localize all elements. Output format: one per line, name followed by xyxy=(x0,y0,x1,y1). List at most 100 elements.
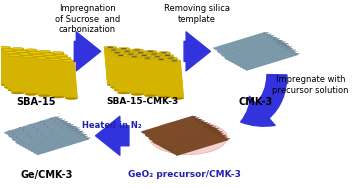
Ellipse shape xyxy=(58,132,60,133)
Ellipse shape xyxy=(77,131,81,132)
Polygon shape xyxy=(164,130,217,146)
Ellipse shape xyxy=(55,54,67,57)
Ellipse shape xyxy=(58,57,71,59)
Ellipse shape xyxy=(19,127,21,128)
Ellipse shape xyxy=(281,42,285,43)
Polygon shape xyxy=(158,53,173,91)
Polygon shape xyxy=(144,117,198,135)
Polygon shape xyxy=(159,128,214,146)
Polygon shape xyxy=(213,32,267,50)
Ellipse shape xyxy=(206,124,210,125)
Polygon shape xyxy=(161,55,164,93)
Ellipse shape xyxy=(210,127,214,128)
Ellipse shape xyxy=(43,143,45,144)
Polygon shape xyxy=(174,138,227,154)
Polygon shape xyxy=(32,55,35,93)
Ellipse shape xyxy=(107,84,120,86)
Ellipse shape xyxy=(202,124,206,125)
Polygon shape xyxy=(48,60,64,98)
Ellipse shape xyxy=(274,39,278,40)
Polygon shape xyxy=(241,51,294,68)
Ellipse shape xyxy=(67,138,69,139)
Polygon shape xyxy=(222,38,277,57)
Ellipse shape xyxy=(11,92,24,94)
Polygon shape xyxy=(164,58,181,97)
Polygon shape xyxy=(28,132,83,150)
Ellipse shape xyxy=(127,90,140,93)
Ellipse shape xyxy=(137,52,144,53)
Polygon shape xyxy=(169,135,222,151)
Polygon shape xyxy=(13,121,67,139)
Ellipse shape xyxy=(168,60,181,62)
Polygon shape xyxy=(161,55,177,94)
Polygon shape xyxy=(12,123,64,140)
Ellipse shape xyxy=(75,131,79,133)
Polygon shape xyxy=(237,46,291,64)
Polygon shape xyxy=(230,45,284,63)
Polygon shape xyxy=(234,45,286,61)
Polygon shape xyxy=(104,47,120,86)
Polygon shape xyxy=(14,123,66,139)
Polygon shape xyxy=(104,47,107,85)
Ellipse shape xyxy=(70,126,75,128)
Polygon shape xyxy=(21,126,75,144)
Ellipse shape xyxy=(219,133,223,135)
Ellipse shape xyxy=(276,40,281,42)
Ellipse shape xyxy=(18,137,20,138)
Ellipse shape xyxy=(28,145,30,146)
Ellipse shape xyxy=(41,142,42,143)
Polygon shape xyxy=(217,36,270,52)
Ellipse shape xyxy=(28,141,30,142)
Polygon shape xyxy=(55,55,58,93)
Polygon shape xyxy=(152,122,205,139)
Ellipse shape xyxy=(20,140,22,141)
Polygon shape xyxy=(23,129,77,147)
Ellipse shape xyxy=(57,134,59,135)
Polygon shape xyxy=(168,133,222,151)
Polygon shape xyxy=(15,51,31,90)
Polygon shape xyxy=(171,135,224,151)
Ellipse shape xyxy=(52,96,64,98)
Polygon shape xyxy=(239,50,291,66)
Ellipse shape xyxy=(68,126,73,128)
Ellipse shape xyxy=(63,135,65,136)
Ellipse shape xyxy=(8,54,21,57)
Ellipse shape xyxy=(22,140,23,141)
Polygon shape xyxy=(244,53,298,71)
Polygon shape xyxy=(51,53,67,91)
Ellipse shape xyxy=(214,128,219,130)
Polygon shape xyxy=(230,41,284,59)
Polygon shape xyxy=(1,50,17,89)
Ellipse shape xyxy=(59,120,63,121)
Ellipse shape xyxy=(32,137,34,138)
Ellipse shape xyxy=(222,135,226,136)
Text: GeO₂ precursor/CMK-3: GeO₂ precursor/CMK-3 xyxy=(129,170,241,180)
Ellipse shape xyxy=(53,138,55,139)
Polygon shape xyxy=(164,58,168,96)
Ellipse shape xyxy=(32,54,44,57)
Polygon shape xyxy=(167,131,222,149)
Polygon shape xyxy=(148,122,203,140)
Polygon shape xyxy=(144,118,197,134)
Polygon shape xyxy=(10,120,62,136)
Ellipse shape xyxy=(41,143,43,144)
Polygon shape xyxy=(144,51,160,90)
Ellipse shape xyxy=(30,137,32,138)
Polygon shape xyxy=(157,127,211,145)
Ellipse shape xyxy=(278,40,283,42)
Ellipse shape xyxy=(74,132,75,133)
Polygon shape xyxy=(230,42,283,58)
Polygon shape xyxy=(234,46,289,64)
Ellipse shape xyxy=(22,129,24,130)
Ellipse shape xyxy=(131,56,137,57)
Ellipse shape xyxy=(197,119,202,121)
Polygon shape xyxy=(35,58,51,97)
Ellipse shape xyxy=(15,50,27,53)
Polygon shape xyxy=(117,49,133,87)
Polygon shape xyxy=(144,51,147,89)
Ellipse shape xyxy=(62,60,75,62)
Ellipse shape xyxy=(42,134,44,135)
Ellipse shape xyxy=(37,138,38,139)
Ellipse shape xyxy=(141,55,147,56)
Ellipse shape xyxy=(72,132,74,133)
